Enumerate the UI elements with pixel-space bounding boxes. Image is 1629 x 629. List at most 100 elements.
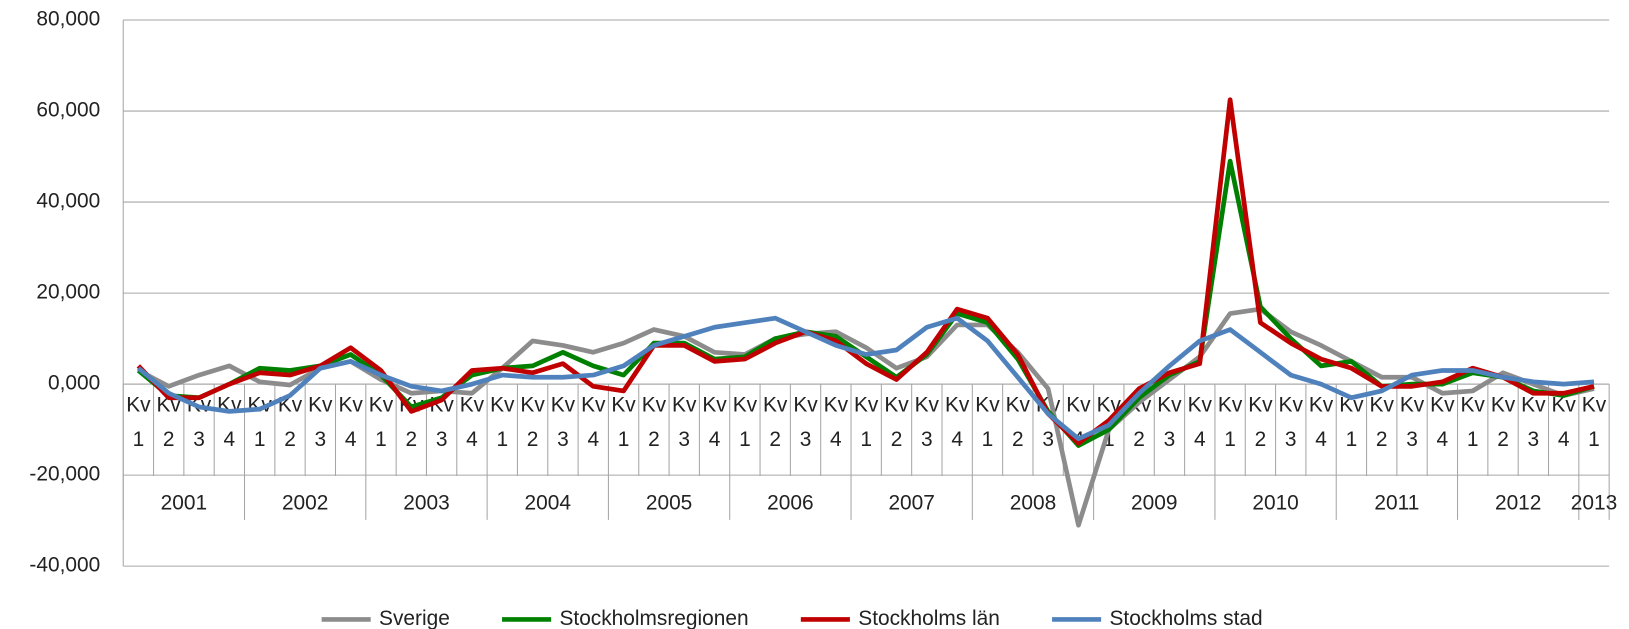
y-tick-label: 20,000 (36, 281, 100, 304)
category-label-box: Kv 4 (702, 393, 727, 451)
x-tick-label: Kv 2 (763, 393, 788, 451)
x-tick-label: Kv 1 (247, 393, 272, 451)
x-tick-label: Kv 2 (1490, 393, 1516, 451)
x-tick-label: Kv 3 (550, 393, 576, 451)
x-tick-label: Kv 4 (1551, 393, 1576, 451)
group-label: 2012 (1495, 492, 1541, 515)
category-label-box: Kv 2 (1005, 393, 1030, 451)
x-tick-label: Kv 1 (368, 393, 394, 451)
category-label-box: Kv 4 (944, 393, 970, 451)
legend-label: Stockholms län (858, 607, 1000, 629)
x-tick-label: Kv 3 (914, 393, 940, 451)
group-label: 2001 (161, 492, 207, 515)
x-tick-label: Kv 2 (1248, 393, 1273, 451)
category-label-box: Kv 1 (853, 393, 879, 451)
x-tick-label: Kv 4 (1308, 393, 1334, 451)
y-tick-label: 40,000 (36, 190, 100, 213)
x-tick-label: Kv 1 (1460, 393, 1485, 451)
x-tick-label: Kv 3 (1399, 393, 1425, 451)
group-label: 2002 (282, 492, 328, 515)
x-tick-label: Kv 4 (581, 393, 606, 451)
category-label-box: Kv 3 (672, 393, 697, 451)
x-tick-label: Kv 2 (520, 393, 545, 451)
group-label: 2011 (1374, 492, 1419, 515)
x-tick-label: Kv 1 (1339, 393, 1364, 451)
category-label-box: Kv 2 (157, 394, 181, 451)
group-label: 2004 (525, 492, 571, 515)
x-tick-label: Kv 4 (944, 393, 970, 451)
category-label-box: Kv 4 (1551, 393, 1576, 451)
x-tick-label: Kv 3 (308, 393, 333, 451)
legend-label: Stockholms stad (1109, 607, 1262, 629)
legend-label: Stockholmsregionen (559, 607, 748, 629)
group-label: 2005 (646, 492, 692, 515)
x-tick-label: Kv 1 (853, 393, 879, 451)
x-tick-label: Kv 1 (975, 393, 1000, 451)
series-line (136, 315, 1595, 442)
category-label-box: Kv 4 (338, 393, 363, 451)
category-label-box: Kv 4 (460, 394, 484, 451)
category-label-box: Kv 3 (1521, 393, 1546, 451)
category-label-box: Kv 1 (975, 393, 1000, 451)
category-label-box: Kv 2 (1248, 393, 1273, 451)
x-tick-label: Kv 2 (884, 393, 909, 451)
x-tick-label: Kv 4 (338, 393, 363, 451)
category-label-box: Kv 3 (308, 393, 333, 451)
category-label-box: Kv 2 (763, 393, 788, 451)
x-tick-label: Kv 3 (1278, 393, 1303, 451)
x-tick-label: Kv 2 (1005, 393, 1030, 451)
category-label-box: Kv 2 (1369, 393, 1394, 451)
category-label-box: Kv 2 (641, 393, 667, 451)
category-label-box: Kv 2 (520, 393, 545, 451)
category-label-box: Kv 1 (368, 393, 394, 451)
x-tick-label: Kv 4 (702, 393, 727, 451)
category-label-box: Kv 4 (1430, 393, 1455, 451)
category-label-box: Kv 1 (611, 393, 636, 451)
x-tick-label: Kv 2 (1369, 393, 1394, 451)
category-label-box: Kv 3 (793, 393, 818, 451)
category-label-box: Kv 4 (217, 393, 242, 451)
x-tick-label: Kv 2 (641, 393, 667, 451)
group-label: 2009 (1131, 492, 1177, 515)
category-label-box: Kv 1 (1217, 393, 1243, 451)
category-label-box: Kv 3 (1278, 393, 1303, 451)
category-label-box: Kv 2 (884, 393, 909, 451)
y-tick-label: 60,000 (36, 99, 100, 122)
y-tick-label: -20,000 (29, 463, 100, 486)
y-tick-label: -40,000 (29, 554, 100, 577)
legend-label: Sverige (379, 607, 450, 629)
x-tick-label: Kv 1 (1217, 393, 1243, 451)
x-tick-label: Kv 1 (1581, 393, 1607, 451)
series-line (136, 97, 1595, 446)
x-tick-label: Kv 4 (1187, 393, 1212, 451)
x-tick-label: Kv 4 (1430, 393, 1455, 451)
category-label-box: Kv 3 (1399, 393, 1425, 451)
x-tick-label: Kv 3 (793, 393, 818, 451)
y-tick-label: 0,000 (48, 372, 100, 395)
category-label-box: Kv 1 (1460, 393, 1485, 451)
category-label-box: Kv 3 (914, 393, 940, 451)
category-label-box: Kv 4 (1308, 393, 1334, 451)
group-label: 2013 (1571, 492, 1617, 515)
x-tick-label: Kv 1 (611, 393, 636, 451)
y-tick-label: 80,000 (36, 8, 100, 31)
category-label-box: Kv 1 (126, 393, 151, 451)
x-tick-label: Kv 1 (732, 393, 758, 451)
x-tick-label: Kv 4 (217, 393, 242, 451)
category-label-box: Kv 4 (1187, 393, 1212, 451)
category-label-box: Kv 2 (1490, 393, 1516, 451)
x-tick-label: Kv 1 (126, 393, 151, 451)
group-label: 2008 (1010, 492, 1056, 515)
category-label-box: Kv 1 (247, 393, 272, 451)
x-tick-label: Kv 3 (1521, 393, 1546, 451)
x-tick-label: Kv 3 (672, 393, 697, 451)
category-label-box: Kv 1 (1581, 393, 1607, 451)
x-tick-label: Kv 3 (1157, 393, 1182, 451)
group-label: 2007 (888, 492, 934, 515)
x-tick-label: Kv 4 (823, 393, 849, 451)
group-label: 2010 (1252, 492, 1298, 515)
category-label-box: Kv 3 (550, 393, 576, 451)
category-label-box: Kv 1 (1339, 393, 1364, 451)
category-label-box: Kv 1 (490, 394, 514, 451)
